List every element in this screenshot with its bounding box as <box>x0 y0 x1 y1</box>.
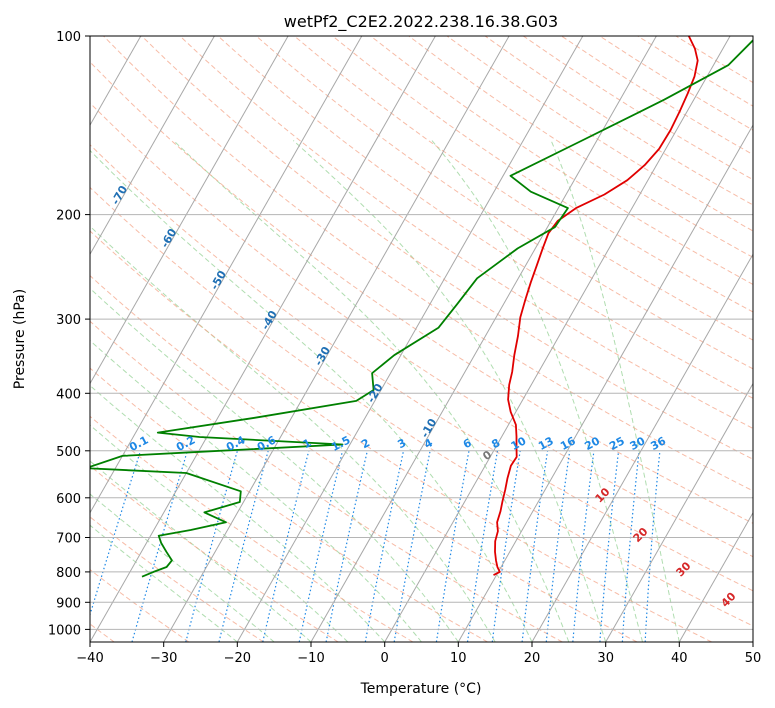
y-tick-label: 400 <box>56 387 81 402</box>
mixing-ratio-line <box>185 450 238 642</box>
y-tick-label: 800 <box>56 566 81 581</box>
isotherm-line <box>678 511 753 642</box>
y-tick-label: 600 <box>56 492 81 507</box>
x-axis-label: Temperature (°C) <box>360 681 482 697</box>
mixing-ratio-line <box>218 450 269 642</box>
isotherm-line <box>90 36 363 514</box>
chart-title: wetPf2_C2E2.2022.238.16.38.G03 <box>284 12 558 32</box>
dry-adiabats <box>90 36 753 642</box>
mixing-ratio-line <box>521 450 549 642</box>
x-tick-label: −10 <box>297 651 324 666</box>
y-tick-label: 1000 <box>48 623 81 638</box>
x-axis: −40 −30 −20 −10 0 10 20 30 40 50 <box>76 642 761 666</box>
mixing-ratio-line <box>262 450 310 642</box>
dry-adiabat-line <box>293 36 753 341</box>
y-tick-label: 200 <box>56 209 81 224</box>
dry-adiabat-line <box>90 320 563 642</box>
x-tick-label: −20 <box>224 651 251 666</box>
mixing-ratio-line <box>491 450 521 642</box>
dry-adiabat-line <box>90 367 488 642</box>
isotherm-line <box>384 36 731 642</box>
dry-adiabat-line <box>332 36 753 313</box>
dry-adiabat-line <box>370 36 753 285</box>
dry-adiabat-line <box>90 516 264 642</box>
dry-adiabat-line <box>103 36 753 492</box>
dry-adiabat-line <box>90 230 712 642</box>
isotherm-line <box>163 36 510 642</box>
data-series <box>90 36 753 578</box>
y-tick-label: 100 <box>56 30 81 45</box>
mixing-ratio-line <box>599 450 620 642</box>
isotherm-line <box>236 36 584 642</box>
mixing-ratio-label: 10 <box>509 434 529 453</box>
x-tick-label: 20 <box>524 651 541 666</box>
mixing-ratio-line <box>572 450 595 642</box>
y-axis: 100 200 300 400 500 600 700 800 900 1000 <box>48 30 90 638</box>
x-tick-label: 50 <box>745 651 762 666</box>
temperature-line <box>493 36 699 576</box>
dry-adiabat-line <box>255 36 753 370</box>
mixing-ratio-label: 36 <box>648 434 668 453</box>
y-tick-label: 700 <box>56 532 81 547</box>
mixing-ratio-label: 30 <box>628 434 648 453</box>
isotherms <box>90 36 753 642</box>
isotherm-line <box>90 36 215 256</box>
dewpoint-line <box>90 39 753 578</box>
x-tick-label: 0 <box>381 651 389 666</box>
isotherm-line <box>605 382 753 642</box>
mixing-ratio-line <box>325 450 368 642</box>
mixing-ratio-label: 20 <box>582 434 602 453</box>
mixing-ratio-line <box>644 450 661 642</box>
plot-frame <box>89 35 754 643</box>
mixing-ratio-label: 25 <box>607 434 627 453</box>
pressure-gridlines <box>90 36 753 630</box>
mixing-ratio-lines <box>90 450 661 642</box>
mixing-ratio-line <box>621 450 640 642</box>
x-tick-label: −40 <box>76 651 103 666</box>
isotherm-line <box>531 253 753 642</box>
dry-adiabat-line <box>90 186 753 627</box>
x-tick-label: −30 <box>150 651 177 666</box>
isotherm-line <box>457 124 753 642</box>
dry-adiabat-line <box>90 144 753 592</box>
x-tick-label: 30 <box>597 651 614 666</box>
mixing-ratio-line <box>131 450 188 642</box>
dry-adiabat-line <box>90 274 638 642</box>
y-tick-label: 500 <box>56 445 81 460</box>
isotherm-line <box>90 36 436 642</box>
plot-area: 0.10.20.40.611.52346810131620253036-100-… <box>90 36 753 642</box>
isotherm-line <box>90 36 289 385</box>
mixing-ratio-label: 13 <box>536 434 556 453</box>
y-tick-label: 900 <box>56 596 81 611</box>
y-axis-label: Pressure (hPa) <box>12 289 28 389</box>
isotherm-line <box>310 36 657 642</box>
y-tick-label: 300 <box>56 313 81 328</box>
dry-adiabat-line <box>90 61 753 524</box>
mixing-ratio-label: 16 <box>558 434 578 453</box>
x-tick-label: 10 <box>450 651 467 666</box>
dry-adiabat-line <box>90 568 190 642</box>
x-tick-label: 40 <box>671 651 688 666</box>
mixing-ratio-line <box>298 450 344 642</box>
dry-adiabat-line <box>141 36 753 460</box>
mixing-ratio-line <box>545 450 571 642</box>
